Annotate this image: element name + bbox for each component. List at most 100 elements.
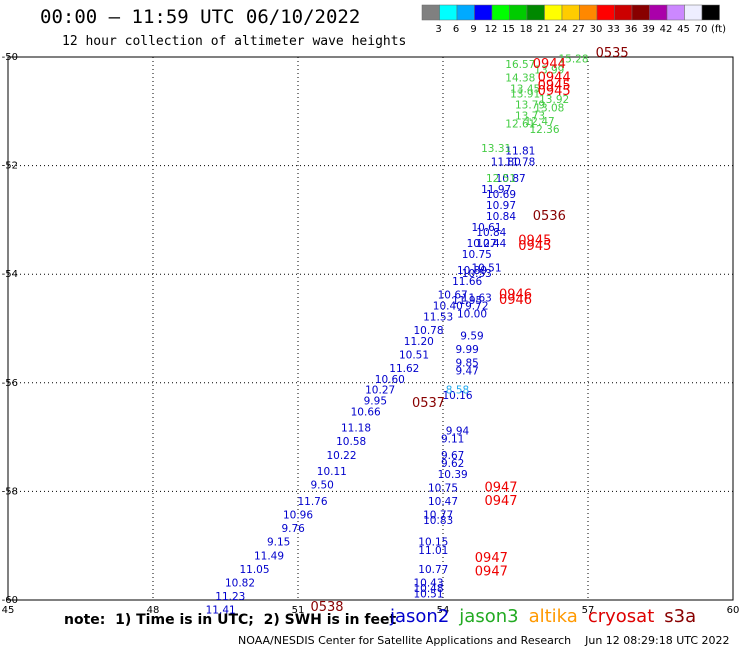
wave-height-label: 9.72 [465, 300, 488, 312]
y-tick-label: -54 [2, 269, 18, 280]
wave-height-label: 13.79 [515, 100, 545, 112]
wave-height-label: 11.81 [505, 146, 535, 158]
pass-time-label: 0945 [518, 239, 551, 254]
wave-height-label: 9.15 [267, 537, 290, 549]
wave-height-label: 10.82 [225, 577, 255, 589]
y-tick-label: -50 [2, 52, 18, 63]
wave-height-label: 16.57 [505, 59, 535, 71]
pass-time-label: 0946 [499, 293, 532, 308]
wave-height-label: 11.66 [452, 276, 482, 288]
wave-height-label: 11.53 [423, 311, 453, 323]
pass-time-label: 0944 [538, 70, 571, 85]
data-marks: 11.8111.8011.7810.8711.9710.6910.9710.84… [206, 46, 629, 617]
wave-height-label: 11.49 [254, 550, 284, 562]
colorbar-label: 33 [607, 24, 620, 35]
colorbar-label: 9 [470, 24, 476, 35]
pass-time-label: 0535 [596, 46, 629, 61]
wave-height-label: 11.41 [206, 605, 236, 617]
wave-height-label: 12.61 [505, 119, 535, 131]
chart-subtitle: 12 hour collection of altimeter wave hei… [62, 34, 407, 49]
pass-time-label: 0947 [484, 480, 517, 495]
colorbar-label: 18 [520, 24, 533, 35]
wave-height-label: 10.47 [428, 496, 458, 508]
wave-height-label: 9.85 [455, 358, 478, 370]
pass-time-label: 0536 [533, 209, 566, 224]
colorbar-swatch [631, 4, 650, 21]
wave-height-label: 10.53 [462, 268, 492, 280]
wave-height-label: 13.08 [534, 102, 564, 114]
wave-height-label: 9.47 [455, 366, 478, 378]
wave-height-label: 13.91 [510, 89, 540, 101]
wave-height-label: 13.31 [481, 143, 511, 155]
colorbar-swatch [561, 4, 580, 21]
colorbar-legend: 3 6 9 12 15 18 21 24 27 30 33 36 39 42 45 70 (ft) [421, 4, 726, 35]
y-tick-label: -58 [2, 486, 18, 497]
colorbar-swatch [526, 4, 545, 21]
wave-height-label: 10.15 [418, 537, 448, 549]
wave-height-label: 10.44 [476, 238, 506, 250]
wave-height-label: 10.84 [476, 227, 506, 239]
pass-time-label: 0945 [538, 79, 571, 94]
pass-time-label: 0947 [475, 551, 508, 566]
wave-height-label: 10.11 [317, 466, 347, 478]
wave-height-label: 10.58 [336, 436, 366, 448]
wave-height-label: 11.01 [418, 545, 448, 557]
wave-height-label: 9.99 [455, 344, 478, 356]
colorbar-swatch [421, 4, 440, 21]
wave-height-label: 10.51 [471, 262, 501, 274]
legend-jason3: jason3 [459, 606, 519, 627]
colorbar-label: 27 [572, 24, 585, 35]
wave-height-label: 11.23 [215, 591, 245, 603]
wave-height-label: 13.99 [534, 64, 564, 76]
wave-height-label: 10.48 [413, 583, 443, 595]
wave-height-label: 9.62 [441, 458, 464, 470]
wave-height-label: 11.62 [389, 363, 419, 375]
wave-height-label: 12.36 [529, 124, 559, 136]
colorbar-label: 42 [660, 24, 673, 35]
colorbar-swatch [439, 4, 458, 21]
wave-height-label: 11.78 [505, 157, 535, 169]
y-tick-label: -52 [2, 161, 18, 172]
wave-height-label: 10.66 [351, 406, 381, 418]
legend-s3a: s3a [664, 606, 697, 627]
pass-time-label: 0945 [538, 84, 571, 99]
x-tick-label: 48 [147, 605, 160, 616]
x-tick-label: 45 [2, 605, 15, 616]
chart-title: 00:00 – 11:59 UTC 06/10/2022 [40, 6, 361, 28]
colorbar-swatch [474, 4, 493, 21]
wave-height-label: 10.87 [496, 173, 526, 185]
colorbar-swatch [544, 4, 563, 21]
wave-height-label: 12.47 [525, 116, 555, 128]
legend-altika: altika [528, 606, 578, 627]
credit-line: NOAA/NESDIS Center for Satellite Applica… [238, 634, 730, 647]
colorbar-swatch [701, 4, 720, 21]
pass-time-label: 0945 [518, 233, 551, 248]
wave-height-label: 10.51 [413, 588, 443, 600]
colorbar-label: 39 [642, 24, 655, 35]
wave-height-label: 10.83 [423, 515, 453, 527]
colorbar-swatch [509, 4, 528, 21]
wave-height-label: 10.51 [399, 349, 429, 361]
pass-time-label: 0538 [310, 600, 343, 615]
wave-height-label: 13.92 [539, 94, 569, 106]
wave-height-label: 10.39 [438, 469, 468, 481]
wave-height-label: 11.63 [462, 292, 492, 304]
colorbar-swatch [649, 4, 668, 21]
wave-height-label: 10.61 [471, 222, 501, 234]
pass-time-label: 0947 [475, 565, 508, 580]
wave-height-label: 9.94 [446, 425, 470, 437]
wave-height-label: 10.97 [486, 200, 516, 212]
x-tick-label: 60 [727, 605, 740, 616]
wave-height-label: 8.58 [446, 385, 469, 397]
wave-height-label: 10.00 [457, 309, 487, 321]
wave-height-label: 10.67 [438, 290, 468, 302]
legend-jason2: jason2 [390, 606, 450, 627]
wave-height-label: 10.75 [428, 482, 458, 494]
wave-height-label: 10.77 [423, 510, 453, 522]
colorbar-label: 12 [485, 24, 498, 35]
wave-height-label: 10.69 [486, 189, 516, 201]
colorbar-label: 36 [625, 24, 638, 35]
colorbar-label: 21 [537, 24, 550, 35]
colorbar-label: 15 [502, 24, 515, 35]
